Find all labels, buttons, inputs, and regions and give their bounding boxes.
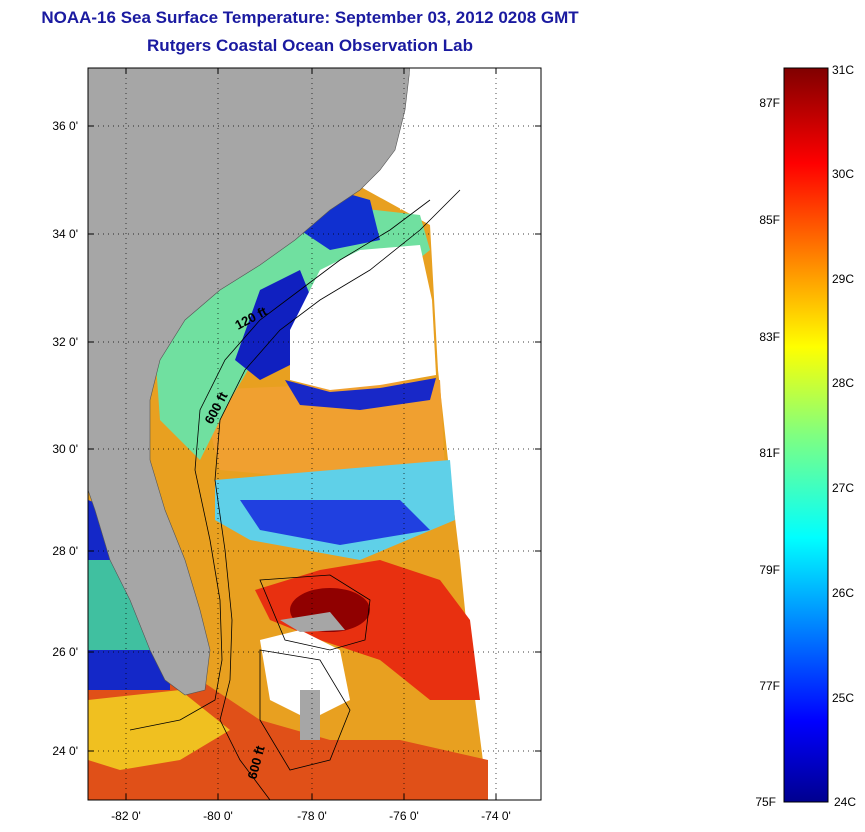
colorbar-fahrenheit-label: 81F	[759, 446, 780, 460]
x-tick-label: -82 0'	[111, 809, 141, 823]
map-border	[87, 67, 542, 801]
bahamas-cloud	[260, 630, 350, 720]
cool-streak-2	[240, 500, 430, 545]
colorbar-fahrenheit-label: 75F	[755, 795, 776, 809]
bahamas-island	[300, 690, 320, 740]
x-tick-label: -74 0'	[481, 809, 511, 823]
colorbar-celsius-label: 31C	[832, 63, 854, 77]
y-tick-label: 34 0'	[52, 227, 78, 241]
grand-bahama	[280, 612, 345, 632]
bahamas-contour	[259, 574, 371, 771]
x-tick-label: -76 0'	[389, 809, 419, 823]
x-tick-label: -78 0'	[297, 809, 327, 823]
colorbar-celsius-label: 27C	[832, 481, 854, 495]
south-yellow	[88, 690, 230, 770]
colorbar-celsius-label: 29C	[832, 272, 854, 286]
cloud-blue-edge	[285, 378, 436, 410]
colorbar-fahrenheit-label: 85F	[759, 213, 780, 227]
colorbar-fahrenheit-label: 87F	[759, 96, 780, 110]
colorbar-fahrenheit-label: 83F	[759, 330, 780, 344]
y-tick-label: 26 0'	[52, 645, 78, 659]
y-tick-label: 32 0'	[52, 335, 78, 349]
map-subtitle: Rutgers Coastal Ocean Observation Lab	[147, 36, 473, 55]
x-tick-label: -80 0'	[203, 809, 233, 823]
map-title: NOAA-16 Sea Surface Temperature: Septemb…	[41, 8, 579, 27]
colorbar-celsius-label: 24C	[834, 795, 856, 809]
map-content: 120 ft 600 ft 600 ft	[88, 68, 541, 800]
colorbar-fahrenheit-label: 79F	[759, 563, 780, 577]
colorbar-celsius-label: 30C	[832, 167, 854, 181]
contour-600ft	[214, 189, 461, 800]
colorbar-celsius-label: 28C	[832, 376, 854, 390]
contour-120ft	[129, 199, 431, 731]
y-tick-label: 36 0'	[52, 119, 78, 133]
y-tick-label: 24 0'	[52, 744, 78, 758]
land-mass	[88, 68, 411, 696]
colorbar-celsius-label: 26C	[832, 586, 854, 600]
colorbar	[783, 67, 829, 803]
colorbar-fahrenheit-label: 77F	[759, 679, 780, 693]
outer-banks	[400, 68, 460, 210]
axis-ticks	[88, 68, 541, 800]
colorbar-celsius-label: 25C	[832, 691, 854, 705]
graticule	[88, 68, 541, 800]
y-tick-label: 30 0'	[52, 442, 78, 456]
cloud-mask	[290, 245, 436, 390]
y-tick-label: 28 0'	[52, 544, 78, 558]
